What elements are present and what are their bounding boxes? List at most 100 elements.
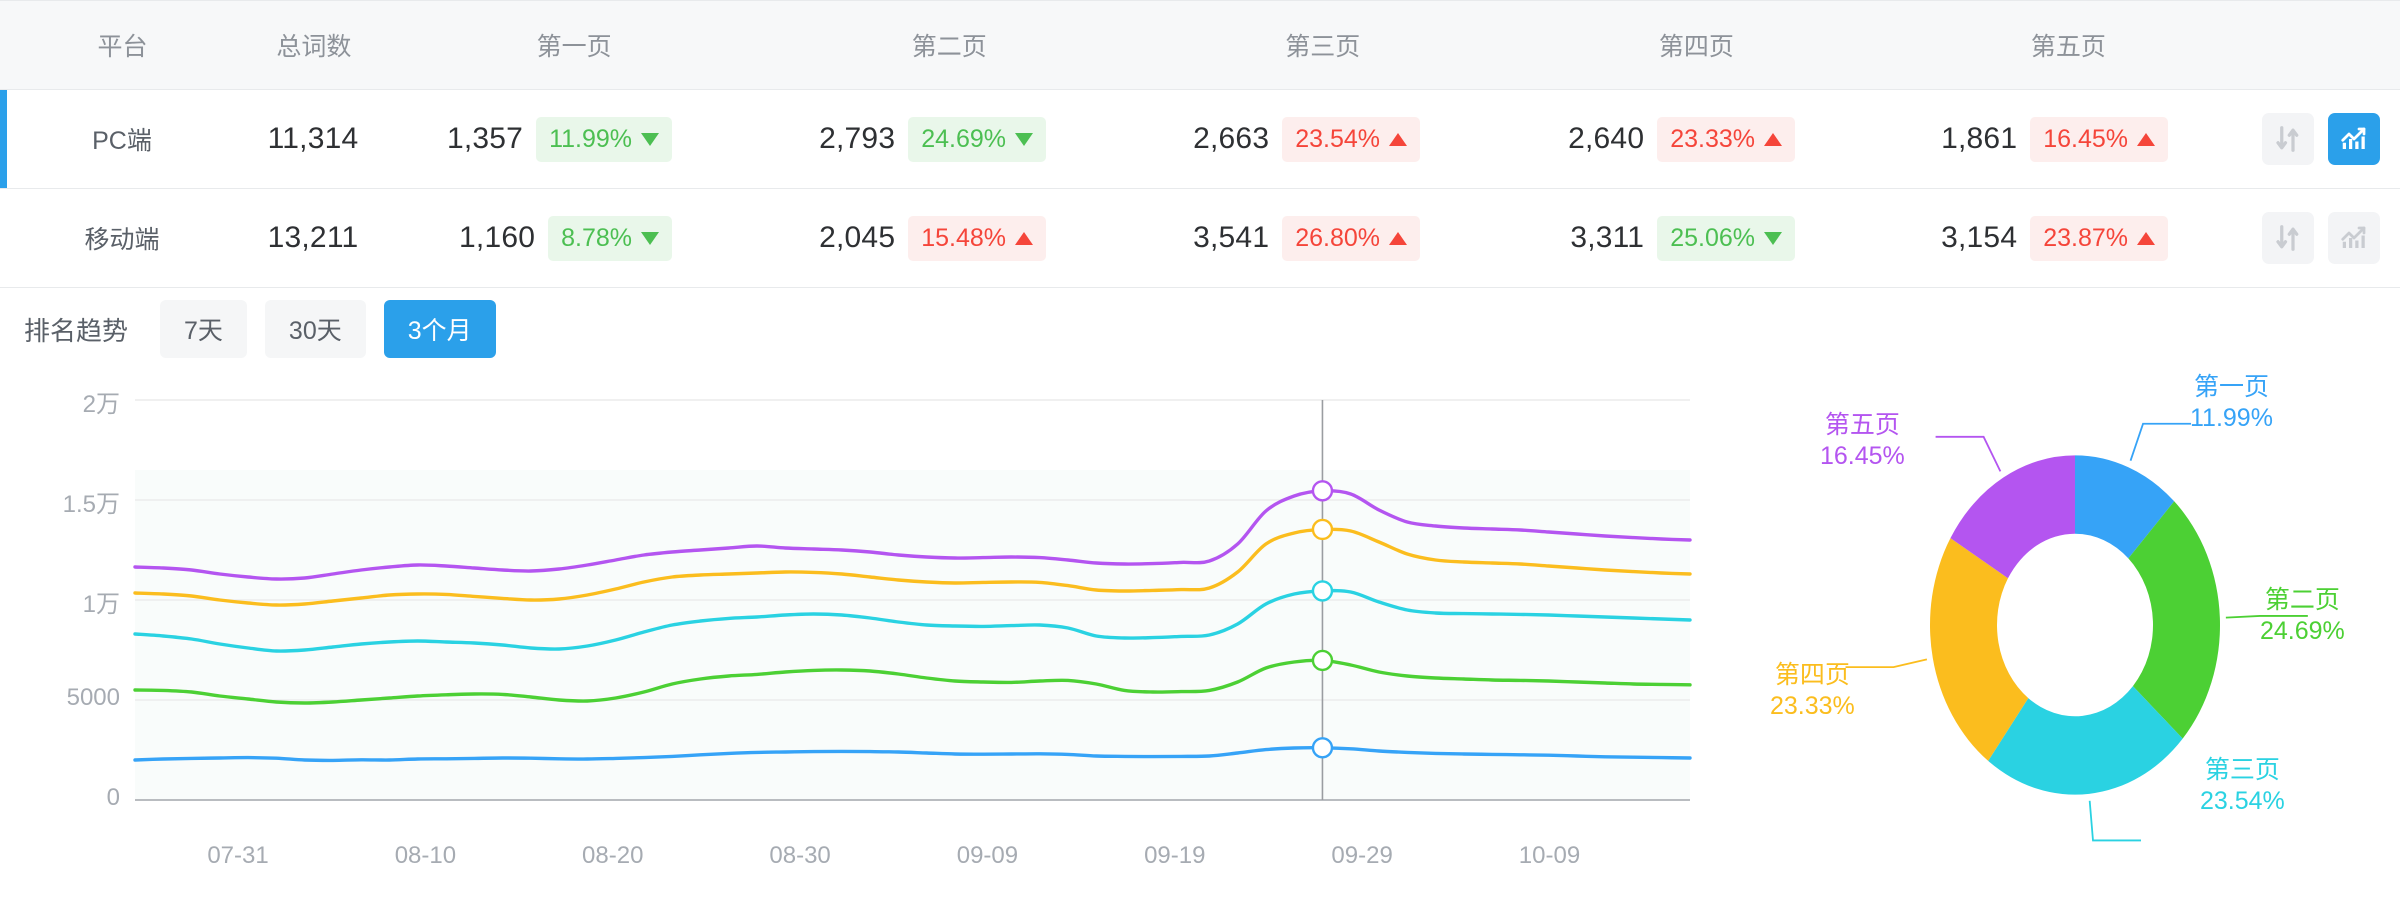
line-chart-svg (133, 399, 1692, 801)
platform-ranking-table: 平台 总词数 第一页 第二页 第三页 第四页 第五页 PC端 11,314 1,357 11.99… (0, 0, 2400, 288)
arrow-up-icon (2137, 231, 2155, 245)
page-count: 1,357 (446, 122, 524, 155)
sort-updown-icon[interactable] (2262, 212, 2314, 264)
page-distribution-donut-chart[interactable]: 第一页 11.99% 第二页 24.69% 第三页 23.54% 第四页 23.33% 第五页 1… (1760, 370, 2400, 890)
donut-slice-name: 第二页 (2264, 586, 2340, 614)
page-percent-value: 23.87% (2043, 223, 2128, 252)
donut-slice-label: 第一页 11.99% (2190, 372, 2273, 435)
page-metric-cell: 3,541 26.80% (1193, 215, 1420, 261)
trend-chart-icon[interactable] (2328, 212, 2380, 264)
arrow-down-icon (1015, 132, 1033, 146)
page-percent-value: 15.48% (921, 223, 1006, 252)
page-count: 3,311 (1570, 221, 1645, 254)
trend-chart-icon[interactable] (2328, 113, 2380, 165)
donut-slice-value: 24.69% (2260, 617, 2345, 646)
row-actions (2262, 212, 2380, 264)
page-percent-value: 11.99% (549, 124, 632, 153)
x-tick-label: 07-31 (207, 842, 269, 869)
donut-slice-value: 11.99% (2190, 404, 2273, 433)
table-row[interactable]: 移动端 13,211 1,160 8.78% 2,045 15.48% 3,541 26.80… (0, 189, 2400, 288)
page-metric-cell: 2,640 23.33% (1568, 116, 1795, 162)
page-percent-badge: 24.69% (908, 116, 1046, 162)
total-keywords: 13,211 (267, 221, 359, 254)
arrow-up-icon (1015, 231, 1033, 245)
donut-slice-label: 第四页 23.33% (1770, 660, 1855, 723)
page-percent-value: 23.54% (1295, 124, 1380, 153)
page-percent-badge: 26.80% (1282, 215, 1420, 261)
page-percent-value: 16.45% (2043, 124, 2128, 153)
range-option-1[interactable]: 30天 (264, 300, 366, 358)
donut-slice-name: 第四页 (1774, 661, 1850, 689)
x-tick-label: 10-09 (1518, 842, 1581, 869)
y-tick-label: 2万 (82, 391, 120, 418)
sort-updown-icon[interactable] (2262, 113, 2314, 165)
platform-name: PC端 (92, 127, 152, 155)
arrow-down-icon (641, 231, 659, 245)
range-option-2[interactable]: 3个月 (383, 300, 496, 358)
donut-chart-svg (1845, 422, 2308, 842)
y-tick-label: 0 (106, 784, 120, 811)
page-count: 3,541 (1193, 221, 1270, 254)
rank-trend-line-chart[interactable]: 0 5000 1万 1.5万 2万 07-31 08-10 08-20 08-30 09-09 0… (0, 380, 1720, 900)
donut-slice-value: 23.54% (2200, 787, 2285, 816)
page-percent-badge: 15.48% (908, 215, 1046, 261)
x-tick-label: 09-09 (956, 842, 1019, 869)
column-header-2: 第一页 (536, 33, 612, 61)
arrow-up-icon (1389, 132, 1407, 146)
range-option-0[interactable]: 7天 (160, 300, 247, 358)
page-metric-cell: 2,793 24.69% (819, 116, 1046, 162)
page-metric-cell: 1,160 8.78% (459, 215, 672, 261)
column-header-3: 第二页 (911, 33, 987, 61)
range-selector: 7天 30天 3个月 (160, 300, 496, 358)
page-metric-cell: 3,154 23.87% (1941, 215, 2168, 261)
page-metric-cell: 1,357 11.99% (446, 116, 672, 162)
page-percent-badge: 23.54% (1282, 116, 1420, 162)
arrow-down-icon (641, 132, 659, 146)
page-count: 3,154 (1941, 221, 2018, 254)
page-percent-badge: 25.06% (1657, 215, 1795, 261)
column-header-4: 第三页 (1285, 33, 1361, 61)
arrow-up-icon (1764, 132, 1782, 146)
donut-slice-name: 第一页 (2193, 373, 2269, 401)
page-percent-value: 26.80% (1295, 223, 1380, 252)
platform-name: 移动端 (84, 226, 160, 254)
trend-controls: 排名趋势 7天 30天 3个月 (0, 300, 496, 358)
page-metric-cell: 2,045 15.48% (819, 215, 1046, 261)
x-tick-label: 08-20 (582, 842, 644, 869)
donut-slice-value: 23.33% (1770, 692, 1855, 721)
column-header-0: 平台 (97, 33, 148, 61)
page-percent-value: 23.33% (1670, 124, 1755, 153)
y-tick-label: 1万 (82, 591, 120, 618)
page-count: 2,793 (819, 122, 896, 155)
table-body: PC端 11,314 1,357 11.99% 2,793 24.69% 2,663 23.5… (0, 90, 2400, 288)
page-count: 1,160 (459, 221, 536, 254)
page-percent-value: 8.78% (561, 223, 632, 252)
x-tick-label: 09-29 (1331, 842, 1393, 869)
donut-slice-value: 16.45% (1820, 442, 1905, 471)
page-count: 2,640 (1568, 122, 1645, 155)
page-percent-badge: 23.87% (2030, 215, 2168, 261)
page-percent-badge: 11.99% (536, 116, 672, 162)
donut-slice-name: 第五页 (1824, 411, 1900, 439)
page-metric-cell: 1,861 16.45% (1941, 116, 2168, 162)
table-row[interactable]: PC端 11,314 1,357 11.99% 2,793 24.69% 2,663 23.5… (0, 90, 2400, 189)
page-metric-cell: 3,311 25.06% (1570, 215, 1795, 261)
trend-title: 排名趋势 (24, 315, 129, 346)
table-header-row: 平台 总词数 第一页 第二页 第三页 第四页 第五页 (0, 0, 2400, 90)
donut-slice-label: 第二页 24.69% (2260, 585, 2345, 648)
page-percent-badge: 23.33% (1657, 116, 1795, 162)
page-count: 1,861 (1941, 122, 2018, 155)
page-percent-badge: 16.45% (2030, 116, 2168, 162)
page-count: 2,045 (819, 221, 896, 254)
page-count: 2,663 (1193, 122, 1270, 155)
arrow-up-icon (2137, 132, 2155, 146)
y-tick-label: 5000 (66, 684, 120, 711)
donut-slice-label: 第三页 23.54% (2200, 755, 2285, 818)
y-tick-label: 1.5万 (62, 491, 120, 518)
donut-slice-label: 第五页 16.45% (1820, 410, 1905, 473)
page-percent-value: 24.69% (921, 124, 1006, 153)
page-metric-cell: 2,663 23.54% (1193, 116, 1420, 162)
page-percent-badge: 8.78% (548, 215, 672, 261)
total-keywords: 11,314 (267, 122, 359, 155)
